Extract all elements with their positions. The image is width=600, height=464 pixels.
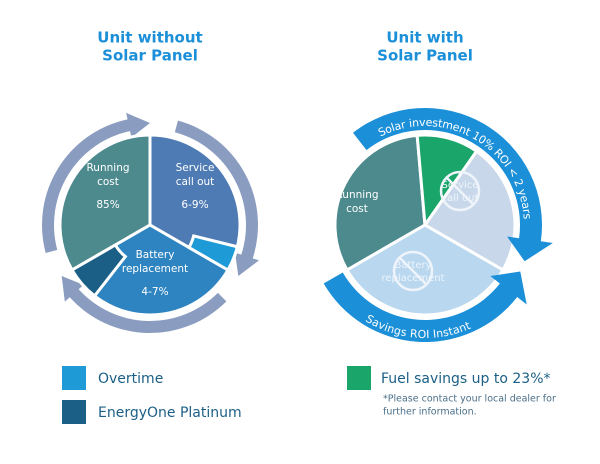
no-sign bbox=[392, 250, 434, 292]
title: Solar Panel bbox=[102, 47, 198, 65]
segment-value: 4-7% bbox=[141, 286, 168, 298]
energyone-area bbox=[70, 242, 128, 299]
segment-label: Battery bbox=[394, 260, 431, 271]
arrow bbox=[42, 112, 150, 253]
legend-swatch bbox=[347, 366, 371, 390]
title: Unit with bbox=[386, 29, 463, 47]
footnote: *Please contact your local dealer for bbox=[383, 394, 556, 405]
shapes bbox=[42, 107, 553, 343]
segment-label: replacement bbox=[122, 263, 188, 275]
overtime-area bbox=[186, 234, 240, 273]
segment-label: cost bbox=[97, 176, 119, 188]
legend-label: Overtime bbox=[98, 371, 163, 387]
segment-label: call out bbox=[442, 193, 479, 204]
segment-label: cost bbox=[346, 203, 368, 215]
segment bbox=[422, 149, 517, 273]
no-sign bbox=[399, 257, 427, 285]
legend-label: EnergyOne Platinum bbox=[98, 405, 242, 421]
footnote: further information. bbox=[383, 407, 477, 418]
arrow bbox=[352, 107, 553, 262]
segment-value: 6-9% bbox=[181, 199, 208, 211]
segment-label: Battery bbox=[136, 249, 175, 261]
segment-label: Service bbox=[442, 180, 479, 191]
arrow bbox=[61, 276, 227, 333]
legend-swatch bbox=[62, 400, 86, 424]
segment-label: replacement bbox=[381, 273, 444, 284]
labels: Running cost 85% Service call out 6-9% B… bbox=[86, 162, 478, 298]
no-sign bbox=[446, 177, 474, 205]
segment-label: Service bbox=[176, 162, 215, 174]
segment bbox=[345, 223, 505, 317]
no-sign bbox=[439, 170, 481, 212]
segment bbox=[58, 133, 152, 273]
arrow bbox=[323, 271, 527, 343]
title: Solar Panel bbox=[377, 47, 473, 65]
legend-swatch bbox=[62, 366, 86, 390]
legend-label: Fuel savings up to 23%* bbox=[381, 371, 551, 387]
arrow bbox=[174, 120, 259, 276]
segment-label: call out bbox=[176, 176, 215, 188]
segment-value: 85% bbox=[96, 199, 119, 211]
segment-label: Running bbox=[335, 189, 378, 201]
segment-label: Running bbox=[86, 162, 129, 174]
title: Unit without bbox=[97, 29, 202, 47]
